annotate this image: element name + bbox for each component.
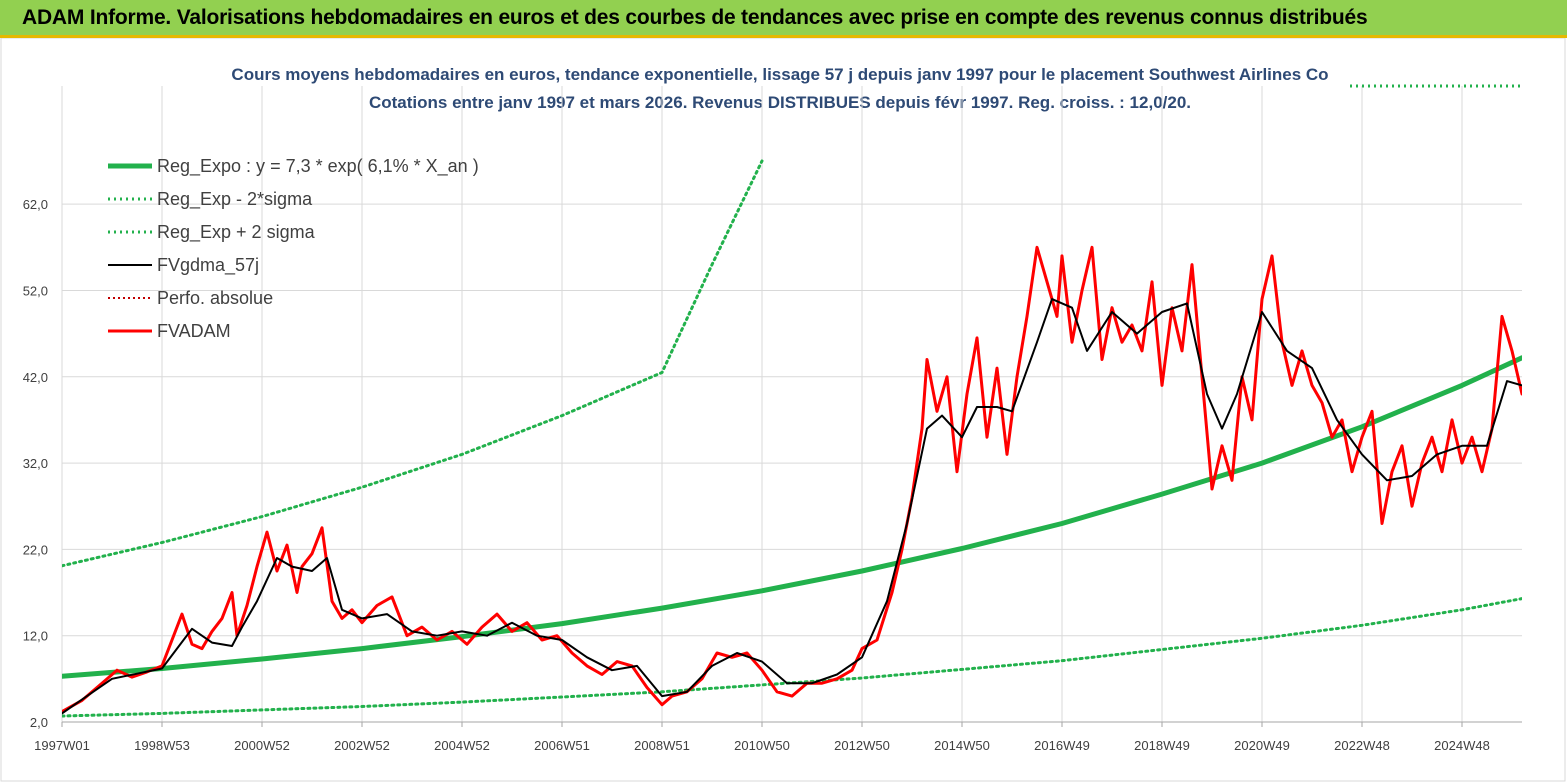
x-tick-label: 2018W49 xyxy=(1134,738,1190,753)
legend-label-reg-exp-plus-2sigma-line: Reg_Exp + 2 sigma xyxy=(157,222,316,243)
y-tick-label: 62,0 xyxy=(23,197,48,212)
x-tick-label: 2010W50 xyxy=(734,738,790,753)
reg-exp-plus-2sigma-line xyxy=(62,159,764,568)
reg-expo-line xyxy=(62,355,1522,679)
legend-label-fvgdma-57j-line: FVgdma_57j xyxy=(157,255,259,276)
x-tick-label: 2008W51 xyxy=(634,738,690,753)
x-tick-label: 2020W49 xyxy=(1234,738,1290,753)
line-chart: Cours moyens hebdomadaires en euros, ten… xyxy=(0,38,1566,782)
x-tick-label: 2016W49 xyxy=(1034,738,1090,753)
gridlines xyxy=(61,86,1522,723)
x-tick-label: 1997W01 xyxy=(34,738,90,753)
legend-label-perfo-absolue-line: Perfo. absolue xyxy=(157,288,273,308)
x-tick-label: 2002W52 xyxy=(334,738,390,753)
fvadam-line xyxy=(62,245,1522,714)
y-tick-label: 22,0 xyxy=(23,542,48,557)
report-banner: ADAM Informe. Valorisations hebdomadaire… xyxy=(0,0,1567,38)
x-tick-label: 1998W53 xyxy=(134,738,190,753)
x-tick-label: 2014W50 xyxy=(934,738,990,753)
chart-title: Cours moyens hebdomadaires en euros, ten… xyxy=(231,65,1328,84)
reg-exp-minus-2sigma-line xyxy=(62,597,1522,718)
report-title: ADAM Informe. Valorisations hebdomadaire… xyxy=(22,6,1368,29)
chart-subtitle: Cotations entre janv 1997 et mars 2026. … xyxy=(369,93,1191,112)
y-axis: 2,0 12,0 22,0 32,0 42,0 52,0 62,0 xyxy=(23,197,48,730)
y-tick-label: 12,0 xyxy=(23,629,48,644)
y-tick-label: 52,0 xyxy=(23,283,48,298)
x-axis: 1997W01 1998W53 2000W52 2002W52 2004W52 2006W… xyxy=(34,721,1522,753)
x-tick-label: 2024W48 xyxy=(1434,738,1490,753)
chart-area xyxy=(0,38,1566,782)
x-tick-label: 2006W51 xyxy=(534,738,590,753)
x-tick-label: 2012W50 xyxy=(834,738,890,753)
legend-label-fvadam-line: FVADAM xyxy=(157,321,231,341)
y-tick-label: 42,0 xyxy=(23,370,48,385)
plot-area xyxy=(62,84,1522,718)
fvgdma-57j-line xyxy=(62,298,1522,715)
legend: Reg_Expo : y = 7,3 * exp( 6,1% * X_an ) R… xyxy=(108,156,479,341)
y-tick-label: 2,0 xyxy=(30,715,48,730)
legend-label-reg-expo-line: Reg_Expo : y = 7,3 * exp( 6,1% * X_an ) xyxy=(157,156,479,177)
legend-label-reg-exp-minus-2sigma-line: Reg_Exp - 2*sigma xyxy=(157,189,313,210)
x-tick-label: 2004W52 xyxy=(434,738,490,753)
x-tick-label: 2022W48 xyxy=(1334,738,1390,753)
y-tick-label: 32,0 xyxy=(23,456,48,471)
x-tick-label: 2000W52 xyxy=(234,738,290,753)
